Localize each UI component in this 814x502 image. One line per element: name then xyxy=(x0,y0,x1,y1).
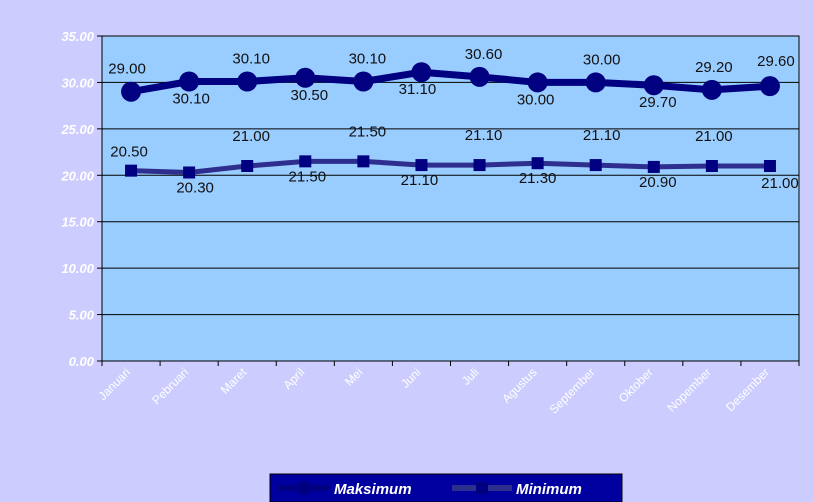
data-label-minimum-10: 21.00 xyxy=(695,128,733,145)
data-label-maksimum-6: 30.60 xyxy=(465,46,503,63)
y-tick-label-5: 25.00 xyxy=(60,122,94,137)
y-tick-label-3: 15.00 xyxy=(61,215,94,230)
point-maksimum-0 xyxy=(121,81,142,102)
data-label-maksimum-4: 30.10 xyxy=(349,51,387,68)
point-maksimum-10 xyxy=(701,79,722,100)
y-tick-label-4: 20.00 xyxy=(60,168,94,183)
data-labels: 29.00 30.10 30.10 30.50 30.10 31.10 30.60 30.00… xyxy=(108,46,798,197)
point-minimum-0 xyxy=(125,164,138,177)
data-label-minimum-11: 21.00 xyxy=(761,175,799,192)
y-tick-label-1: 5.00 xyxy=(69,308,95,323)
data-label-maksimum-11: 29.60 xyxy=(757,53,795,70)
legend-label-maksimum: Maksimum xyxy=(334,481,412,498)
point-maksimum-7 xyxy=(527,72,548,93)
data-label-maksimum-1: 30.10 xyxy=(172,91,210,108)
y-tick-label-6: 30.00 xyxy=(61,75,94,90)
point-minimum-5 xyxy=(415,159,428,172)
legend-label-minimum: Minimum xyxy=(516,481,582,498)
series-lines xyxy=(121,62,780,179)
data-label-maksimum-9: 29.70 xyxy=(639,94,677,111)
point-minimum-2 xyxy=(241,160,254,172)
y-tick-label-2: 10.00 xyxy=(61,261,94,276)
point-minimum-7 xyxy=(531,157,544,170)
y-tick-label-0: 0.00 xyxy=(69,354,95,369)
data-label-minimum-3: 21.50 xyxy=(289,168,327,185)
data-label-maksimum-7: 30.00 xyxy=(517,91,555,108)
data-label-maksimum-0: 29.00 xyxy=(108,61,146,78)
point-minimum-10 xyxy=(705,160,718,172)
point-maksimum-2 xyxy=(237,71,258,92)
point-maksimum-5 xyxy=(411,62,432,83)
data-label-minimum-4: 21.50 xyxy=(349,123,387,140)
data-label-minimum-6: 21.10 xyxy=(465,127,503,144)
point-maksimum-6 xyxy=(469,66,490,87)
point-maksimum-4 xyxy=(353,71,374,92)
data-label-maksimum-2: 30.10 xyxy=(232,51,270,68)
series-line-minimum xyxy=(130,158,770,175)
data-label-minimum-8: 21.10 xyxy=(583,127,621,144)
data-label-maksimum-8: 30.00 xyxy=(583,51,621,68)
y-axis: 0.00 5.00 10.00 15.00 20.00 25.00 30.00 35.00 xyxy=(60,29,103,369)
data-label-maksimum-10: 29.20 xyxy=(695,59,733,76)
legend-marker-maksimum xyxy=(297,481,311,495)
data-label-minimum-2: 21.00 xyxy=(232,128,270,145)
legend-marker-minimum xyxy=(476,482,488,494)
legend: Maksimum Minimum xyxy=(269,473,623,502)
point-maksimum-9 xyxy=(643,75,664,96)
point-minimum-1 xyxy=(183,166,196,179)
point-minimum-6 xyxy=(473,159,486,172)
point-minimum-4 xyxy=(357,155,370,168)
data-label-minimum-7: 21.30 xyxy=(519,170,557,187)
point-minimum-9 xyxy=(647,160,660,173)
point-minimum-3 xyxy=(299,155,312,168)
data-label-minimum-0: 20.50 xyxy=(110,144,148,161)
data-label-maksimum-3: 30.50 xyxy=(291,87,329,104)
data-label-minimum-1: 20.30 xyxy=(176,180,214,197)
point-minimum-8 xyxy=(589,159,602,172)
data-label-minimum-5: 21.10 xyxy=(401,172,439,189)
data-label-maksimum-5: 31.10 xyxy=(399,81,437,98)
point-maksimum-8 xyxy=(585,72,606,93)
y-tick-label-7: 35.00 xyxy=(61,29,94,44)
point-maksimum-1 xyxy=(179,71,200,92)
point-maksimum-11 xyxy=(759,76,780,97)
data-label-minimum-9: 20.90 xyxy=(639,174,677,191)
point-minimum-11 xyxy=(763,160,776,172)
point-maksimum-3 xyxy=(295,67,316,88)
